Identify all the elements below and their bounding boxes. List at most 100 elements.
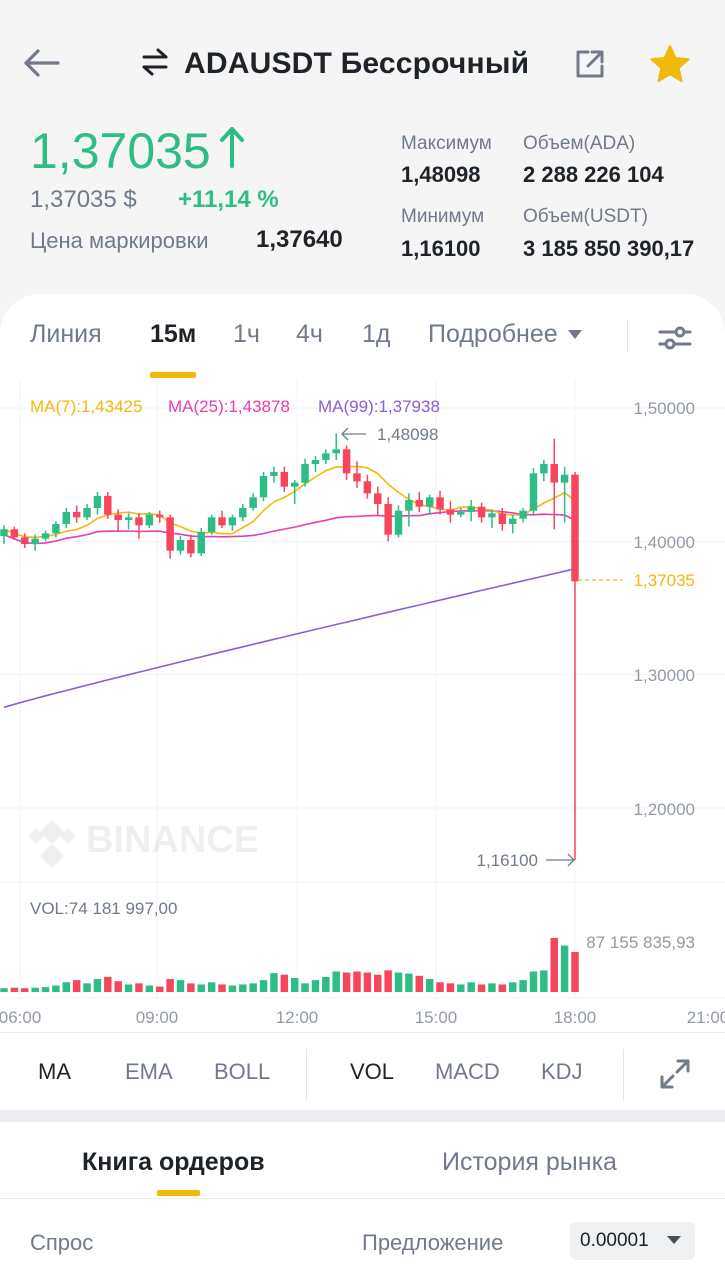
candle-body	[457, 512, 465, 515]
tab-more[interactable]: Подробнее	[428, 320, 582, 349]
indicator-kdj[interactable]: KDJ	[541, 1059, 583, 1084]
time-tick-label: 12:00	[276, 1008, 319, 1027]
candle-body	[488, 513, 496, 518]
candle-body	[10, 529, 19, 538]
volume-bar	[332, 971, 340, 992]
symbol-title: ADAUSDT Бессрочный	[184, 47, 530, 80]
indicator-ema[interactable]: EMA	[125, 1059, 173, 1084]
time-tick-label: 15:00	[415, 1008, 458, 1027]
candle-body	[363, 481, 372, 494]
volume-bar	[353, 971, 361, 992]
volume-bar	[270, 973, 278, 992]
volume-bar	[239, 984, 247, 992]
volume-bar	[259, 980, 268, 992]
candle-body	[114, 514, 122, 520]
low-marker: 1,16100	[477, 851, 575, 870]
candlestick-chart[interactable]: BINANCE MA(7):1,43425 MA(25):1,43878 MA(…	[0, 380, 725, 1036]
volume-bar	[508, 982, 517, 992]
back-arrow-icon[interactable]	[18, 42, 64, 84]
volume-bar	[104, 976, 112, 992]
tab-divider	[627, 320, 628, 352]
tab-4h[interactable]: 4ч	[296, 320, 323, 348]
ma25-legend: MA(25):1,43878	[168, 397, 290, 416]
indicator-vol[interactable]: VOL	[350, 1059, 395, 1084]
volume-bar	[187, 983, 195, 992]
indicator-boll[interactable]: BOLL	[214, 1059, 271, 1084]
volume-bar	[301, 983, 309, 992]
volume-bar	[166, 979, 174, 992]
volume-bar	[446, 983, 455, 992]
svg-text:1,16100: 1,16100	[477, 851, 538, 870]
candle-body	[239, 508, 247, 518]
volume-max-label: 87 155 835,93	[586, 933, 695, 952]
volume-bar	[176, 980, 185, 992]
last-price: 1,37035	[30, 122, 245, 180]
tab-1d[interactable]: 1д	[362, 320, 391, 348]
candle-body	[446, 509, 455, 515]
candle-body	[342, 449, 351, 474]
time-tick-label: 09:00	[136, 1008, 179, 1027]
volume-bar	[31, 987, 39, 992]
price-tick-label: 1,40000	[634, 533, 695, 552]
time-tick-label: 21:00	[687, 1008, 725, 1027]
candle-body	[550, 464, 558, 483]
ma99-legend: MA(99):1,37938	[318, 397, 440, 416]
candle-body	[529, 473, 538, 511]
candle-body	[540, 464, 548, 474]
volume-bar	[436, 982, 444, 992]
candle-body	[93, 496, 102, 508]
bid-label: Спрос	[30, 1230, 94, 1255]
fullscreen-expand-icon[interactable]	[652, 1051, 698, 1097]
time-tick-label: 18:00	[554, 1008, 597, 1027]
external-link-icon[interactable]	[570, 44, 610, 84]
volume-bar	[155, 986, 164, 992]
volume-bar	[519, 980, 527, 992]
favorite-star-icon[interactable]	[646, 40, 694, 88]
candles	[0, 433, 579, 860]
indicator-ma[interactable]: MA	[38, 1059, 71, 1084]
symbol-selector[interactable]: ADAUSDT Бессрочный	[140, 44, 529, 84]
volume-bar	[249, 983, 257, 992]
svg-text:1,48098: 1,48098	[377, 425, 438, 444]
candle-body	[207, 517, 216, 532]
tab-1h[interactable]: 1ч	[233, 320, 260, 348]
volume-bar	[10, 987, 19, 992]
volume-bar	[21, 988, 29, 992]
price-tick-label: 1,20000	[634, 800, 695, 819]
volume-bar	[280, 974, 289, 992]
volume-bar	[384, 970, 392, 992]
volume-bar	[571, 952, 579, 992]
tab-15m[interactable]: 15м	[150, 320, 197, 348]
indicator-macd[interactable]: MACD	[435, 1059, 500, 1084]
candle-body	[467, 506, 475, 512]
tab-market-history[interactable]: История рынка	[442, 1148, 617, 1176]
candle-body	[436, 497, 444, 510]
price-tick-label: 1,30000	[634, 666, 695, 685]
candle-body	[519, 510, 527, 519]
ma7-legend: MA(7):1,43425	[30, 397, 142, 416]
candle-body	[249, 497, 257, 508]
section-gap	[0, 1110, 725, 1122]
volume-bar	[0, 988, 8, 992]
tab-orderbook[interactable]: Книга ордеров	[82, 1148, 265, 1176]
high-value: 1,48098	[401, 162, 481, 187]
candle-body	[280, 472, 289, 487]
candle-body	[176, 540, 185, 551]
volume-bar	[498, 984, 507, 992]
candle-body	[384, 504, 392, 535]
volume-bar	[457, 984, 465, 992]
volume-bar	[322, 976, 330, 992]
candle-body	[155, 514, 164, 518]
chart-settings-icon[interactable]	[652, 318, 698, 358]
usd-price: 1,37035 $	[30, 186, 137, 213]
precision-select[interactable]: 0.00001	[570, 1222, 695, 1260]
low-value: 1,16100	[401, 236, 481, 261]
tab-line[interactable]: Линия	[30, 320, 102, 348]
volume-bar	[550, 938, 558, 992]
volume-bar	[218, 984, 226, 992]
volume-bar	[415, 975, 424, 992]
orderbook-tab-indicator	[157, 1190, 200, 1196]
volume-bar	[290, 977, 299, 992]
ma7-path	[3, 465, 576, 539]
high-label: Максимум	[401, 133, 492, 154]
